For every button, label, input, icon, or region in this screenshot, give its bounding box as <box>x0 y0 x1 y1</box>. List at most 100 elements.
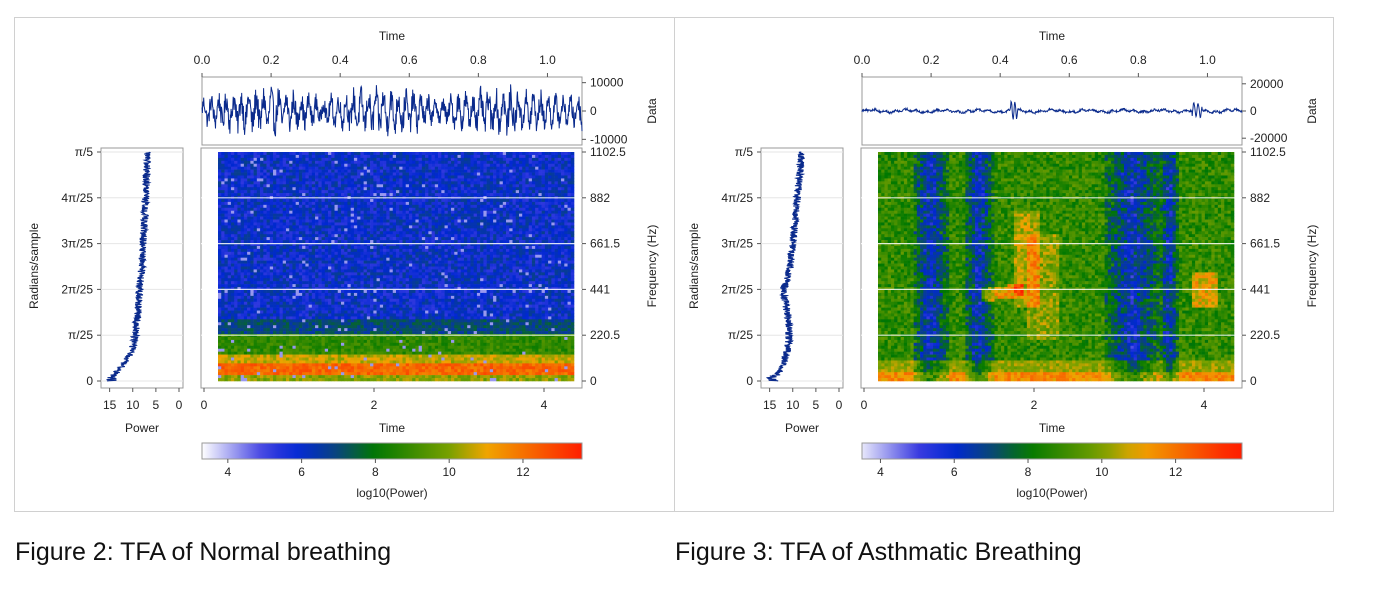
spectrogram-cell <box>353 237 358 241</box>
spectrogram-cell <box>425 175 429 179</box>
spectrogram-cell <box>554 166 559 170</box>
spectrogram-cell <box>396 172 400 176</box>
spectrogram-cell <box>292 275 296 279</box>
spectrogram-cell <box>282 222 287 226</box>
spectrogram-cell <box>221 257 225 261</box>
spectrogram-cell <box>415 275 419 279</box>
spectrogram-cell <box>334 181 339 185</box>
spectrogram-cell <box>561 213 565 217</box>
spectrogram-cell <box>383 181 387 185</box>
spectrogram-cell <box>567 187 572 191</box>
spectrogram-cell <box>328 160 332 165</box>
spectrogram-cell <box>502 254 507 258</box>
spectrogram-cell <box>321 184 326 188</box>
spectrogram-cell <box>551 272 555 276</box>
spectrogram-cell <box>531 243 536 247</box>
spectrogram-cell <box>234 228 238 232</box>
spectrogram-cell <box>554 207 559 212</box>
spectrogram-cell <box>538 178 542 182</box>
spectrogram-cell <box>441 207 445 212</box>
spectrogram-cell <box>273 163 277 167</box>
spectrogram-cell <box>570 172 575 176</box>
spectrogram-cell <box>476 272 481 276</box>
spectrogram-cell <box>396 213 400 217</box>
spectrogram-cell <box>457 154 462 159</box>
spectrogram-cell <box>525 216 529 220</box>
spectrogram-cell <box>412 154 416 159</box>
spectrogram-cell <box>502 240 507 244</box>
spectrogram-cell <box>253 213 258 217</box>
spectrogram-cell <box>554 163 559 167</box>
spectrogram-cell <box>337 275 342 279</box>
spectrogram-cell <box>418 251 423 256</box>
spectrogram-cell <box>295 275 300 279</box>
spectrogram-cell <box>337 231 342 235</box>
spectrogram-cell <box>515 237 520 241</box>
spectrogram-cell <box>415 234 419 238</box>
spectrogram-cell <box>557 248 562 253</box>
spectrogram-cell <box>337 222 342 226</box>
spectrogram-cell <box>499 222 504 226</box>
spectrogram-cell <box>489 240 494 244</box>
spectrogram-cell <box>334 172 339 176</box>
spectrogram-cell <box>405 269 410 273</box>
spectrogram-cell <box>431 269 436 273</box>
spectrogram-cell <box>399 160 403 165</box>
spectrogram-cell <box>350 207 355 212</box>
spectrogram-cell <box>318 248 322 253</box>
spectrogram-cell <box>389 178 394 182</box>
spectrogram-cell <box>328 278 332 282</box>
spectrogram-cell <box>340 231 345 235</box>
spectrogram-cell <box>431 181 436 185</box>
spectrogram-cell <box>512 228 517 232</box>
spectrogram-cell <box>315 228 319 232</box>
spectrogram-cell <box>405 157 410 162</box>
spectrogram-cell <box>535 222 539 226</box>
spectrogram-cell <box>237 222 241 226</box>
spectrogram-cell <box>250 154 254 159</box>
spectrogram-cell <box>344 240 348 244</box>
spectrogram-cell <box>496 169 500 173</box>
spectrogram-cell <box>544 181 549 185</box>
spectrogram-cell <box>544 190 549 194</box>
spectrogram-cell <box>321 152 326 156</box>
spectrogram-cell <box>392 152 397 156</box>
spectrogram-cell <box>451 175 455 179</box>
spectrogram-cell <box>451 154 455 159</box>
spectrogram-cell <box>279 157 284 162</box>
spectrogram-cell <box>415 222 419 226</box>
spectrogram-cell <box>561 219 565 223</box>
spectrogram-cell <box>308 193 313 197</box>
spectrogram-cell <box>292 219 296 223</box>
spectrogram-cell <box>431 231 436 235</box>
spectrogram-cell <box>489 166 494 170</box>
spectrogram-cell <box>402 160 407 165</box>
spectrogram-cell <box>499 228 504 232</box>
spectrogram-cell <box>509 152 513 156</box>
spectrogram-cell <box>470 266 474 270</box>
spectrogram-cell <box>305 281 309 285</box>
spectrogram-cell <box>328 166 332 170</box>
spectrogram-cell <box>486 278 491 282</box>
spectrogram-cell <box>405 198 410 203</box>
spectrogram-cell <box>302 181 306 185</box>
spectrogram-cell <box>279 190 284 194</box>
spectrogram-cell <box>525 272 529 276</box>
spectrogram-cell <box>357 175 361 179</box>
spectrogram-cell <box>328 237 332 241</box>
spectrogram-cell <box>221 201 225 206</box>
spectrogram-cell <box>279 160 284 165</box>
spectrogram-cell <box>444 181 449 185</box>
spectrogram-cell <box>538 190 542 194</box>
spectrogram-cell <box>476 175 481 179</box>
spectrogram-cell <box>353 169 358 173</box>
spectrogram-cell <box>441 181 445 185</box>
spectrogram-cell <box>224 169 229 173</box>
spectrogram-cell <box>425 245 429 250</box>
spectrogram-cell <box>544 175 549 179</box>
spectrogram-cell <box>237 263 241 267</box>
spectrogram-cell <box>289 225 293 229</box>
spectrogram-cell <box>253 169 258 173</box>
spectrogram-cell <box>285 204 290 209</box>
spectrogram-cell <box>305 193 309 197</box>
